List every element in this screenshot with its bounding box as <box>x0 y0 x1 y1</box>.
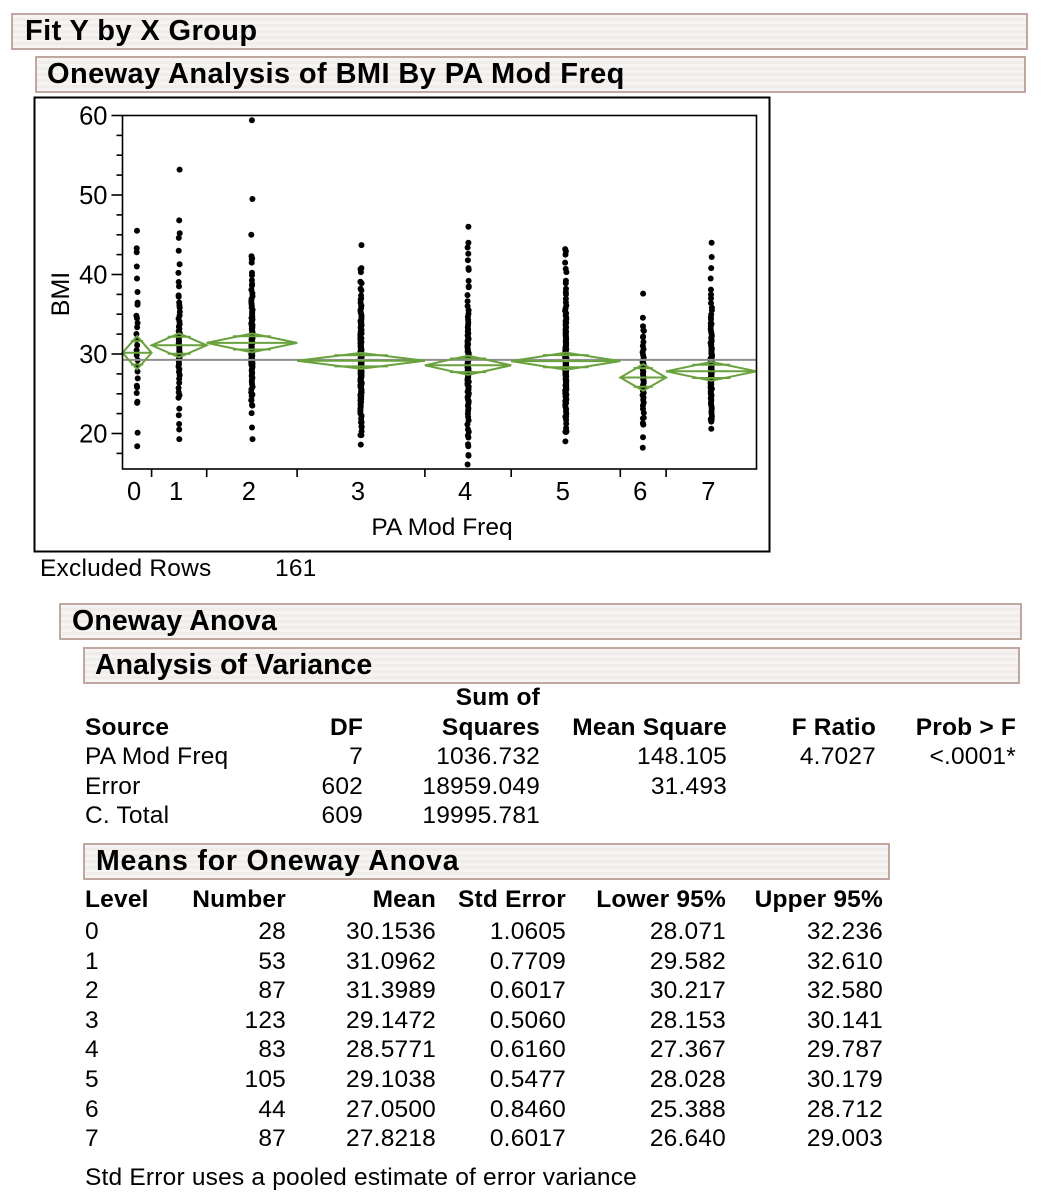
svg-text:2: 2 <box>242 478 256 506</box>
svg-text:60: 60 <box>79 103 107 131</box>
svg-text:1: 1 <box>169 478 183 506</box>
svg-text:BMI: BMI <box>47 272 75 316</box>
svg-text:4: 4 <box>458 478 472 506</box>
svg-text:40: 40 <box>79 262 107 290</box>
svg-text:6: 6 <box>633 478 647 506</box>
svg-text:20: 20 <box>79 421 107 449</box>
svg-text:7: 7 <box>701 478 715 506</box>
svg-text:30: 30 <box>79 341 107 369</box>
svg-text:3: 3 <box>351 478 365 506</box>
svg-text:5: 5 <box>556 478 570 506</box>
svg-text:PA Mod Freq: PA Mod Freq <box>371 514 512 541</box>
svg-text:0: 0 <box>127 478 141 506</box>
svg-text:50: 50 <box>79 182 107 210</box>
